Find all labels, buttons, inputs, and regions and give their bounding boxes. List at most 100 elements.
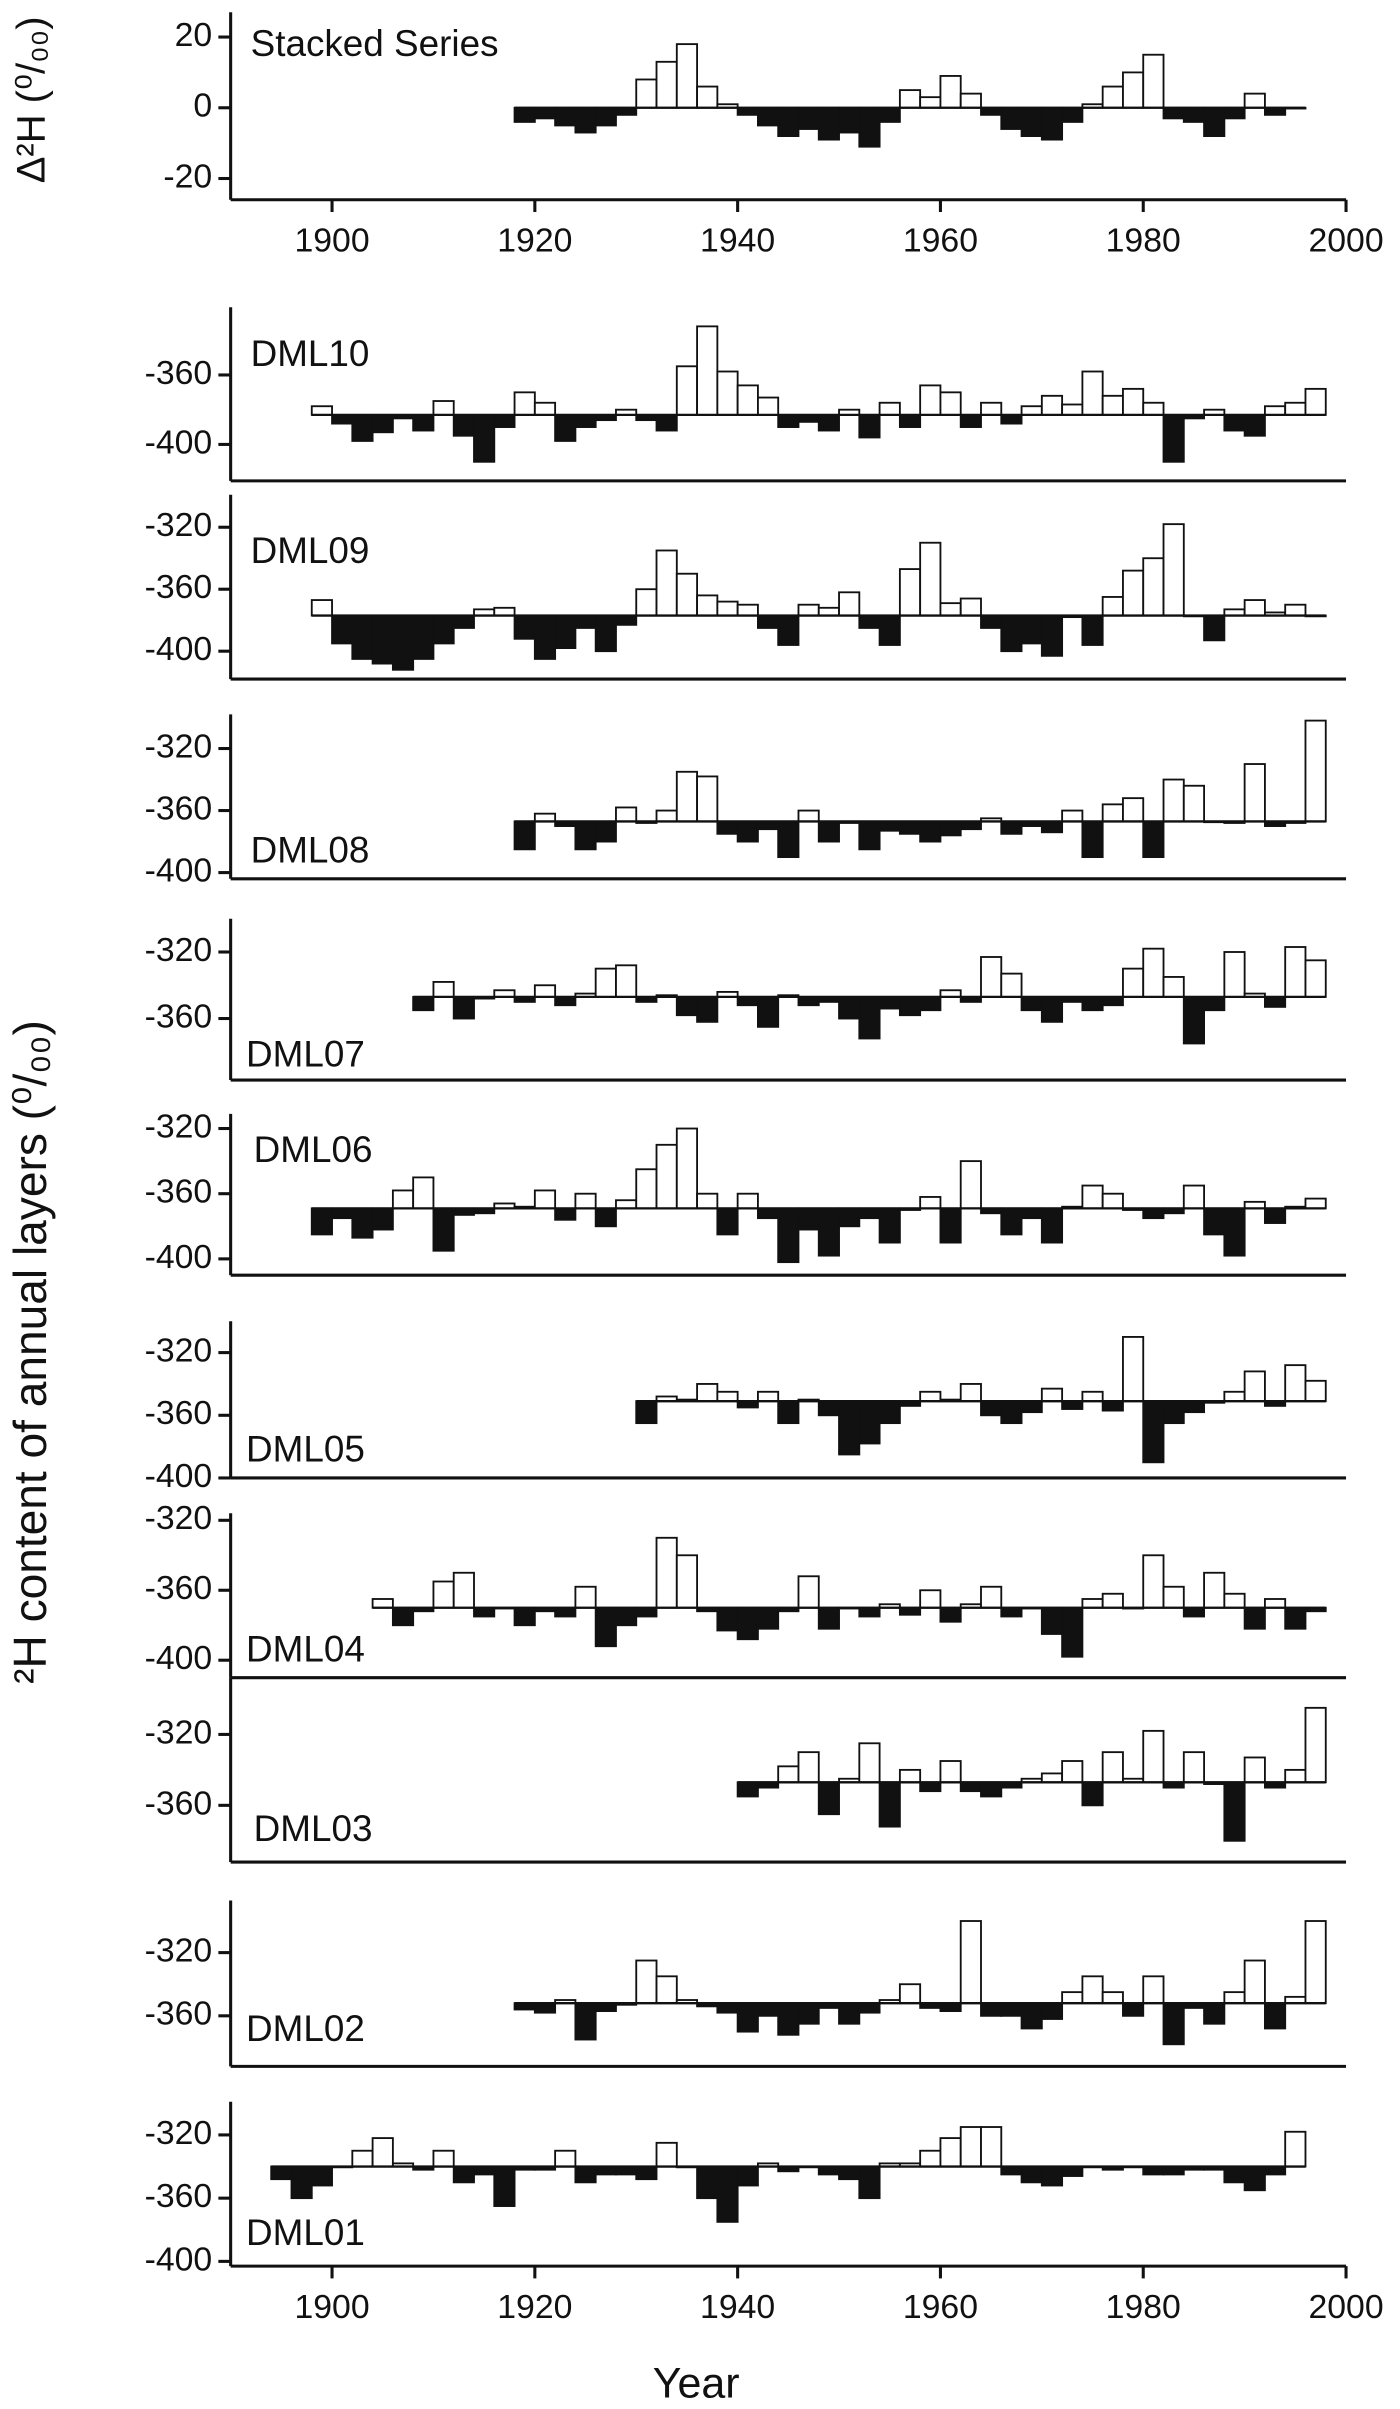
bar bbox=[878, 401, 901, 416]
bar bbox=[1122, 797, 1145, 823]
bar bbox=[1182, 1751, 1205, 1784]
bar bbox=[1081, 370, 1104, 416]
bar bbox=[675, 365, 699, 416]
bar bbox=[554, 1606, 577, 1618]
panel: -360 -400 DML10 bbox=[145, 307, 1347, 483]
bar bbox=[310, 1207, 333, 1236]
bar bbox=[1223, 1991, 1246, 2005]
bar bbox=[1284, 2130, 1307, 2168]
bar bbox=[1243, 1606, 1266, 1630]
x-tick-label: 1940 bbox=[700, 222, 775, 260]
bar bbox=[736, 384, 759, 416]
bar bbox=[554, 995, 577, 1007]
bar bbox=[898, 1983, 922, 2005]
bar bbox=[1101, 1192, 1124, 1210]
bar bbox=[716, 1606, 739, 1632]
bar bbox=[959, 413, 982, 428]
bar bbox=[797, 1575, 820, 1609]
bar bbox=[756, 2002, 780, 2017]
bar bbox=[1061, 1606, 1084, 1658]
bar bbox=[898, 995, 922, 1017]
bar bbox=[919, 1781, 942, 1793]
bar bbox=[594, 820, 617, 843]
bar bbox=[1000, 2002, 1023, 2017]
bar bbox=[797, 1751, 820, 1784]
bar bbox=[858, 995, 881, 1040]
bar bbox=[777, 1207, 800, 1264]
bar bbox=[878, 820, 901, 832]
bar bbox=[756, 106, 780, 127]
bar bbox=[1101, 394, 1124, 416]
bar bbox=[1000, 106, 1023, 130]
bar bbox=[574, 820, 597, 851]
bar bbox=[1203, 614, 1226, 642]
bar bbox=[310, 405, 333, 416]
bar bbox=[493, 413, 516, 428]
x-tick-label: 1960 bbox=[903, 2288, 978, 2326]
panel-label: DML07 bbox=[246, 1034, 365, 1075]
bar bbox=[1243, 763, 1266, 823]
x-tick-label: 1920 bbox=[497, 222, 572, 260]
bar bbox=[1020, 2165, 1043, 2184]
y-tick-label: -360 bbox=[145, 997, 213, 1035]
bar bbox=[1162, 1400, 1185, 1425]
bar bbox=[980, 1400, 1003, 1417]
bar bbox=[1040, 995, 1064, 1023]
bar bbox=[473, 2165, 496, 2176]
bar bbox=[331, 614, 354, 645]
bar bbox=[959, 1781, 982, 1793]
bar bbox=[290, 2165, 313, 2200]
bar bbox=[939, 1207, 962, 1244]
bar bbox=[412, 614, 435, 660]
bar bbox=[1223, 1207, 1246, 1257]
bar bbox=[1304, 1920, 1327, 2005]
bar bbox=[351, 1207, 374, 1239]
bar bbox=[959, 1160, 982, 1210]
y-tick-label: -360 bbox=[145, 1784, 213, 1822]
x-tick-label: 1980 bbox=[1106, 2288, 1181, 2326]
bar bbox=[858, 614, 881, 629]
bar bbox=[1020, 1207, 1043, 1220]
bar bbox=[1081, 1598, 1104, 1609]
bar bbox=[533, 106, 557, 120]
y-tick-label: -320 bbox=[145, 2114, 213, 2152]
y-tick-label: -400 bbox=[145, 1238, 213, 1276]
bar bbox=[655, 2141, 678, 2168]
bar bbox=[1020, 995, 1043, 1012]
bar bbox=[1142, 557, 1165, 617]
bar bbox=[838, 591, 861, 617]
bar bbox=[1223, 106, 1246, 120]
bar bbox=[756, 820, 780, 831]
y-tick-label: 20 bbox=[175, 16, 213, 54]
bar bbox=[898, 568, 922, 617]
bar bbox=[1142, 1400, 1165, 1464]
bar bbox=[1243, 1959, 1266, 2005]
bar bbox=[1000, 2165, 1023, 2176]
bar bbox=[756, 995, 780, 1028]
bar bbox=[919, 820, 942, 843]
bar bbox=[554, 2149, 577, 2168]
bar bbox=[1061, 1760, 1084, 1784]
bar bbox=[817, 413, 840, 432]
bar bbox=[1182, 784, 1205, 823]
bar bbox=[432, 2149, 455, 2168]
bar bbox=[594, 2002, 617, 2013]
x-tick-label: 2000 bbox=[1308, 222, 1383, 260]
bar bbox=[1304, 1706, 1327, 1784]
bar bbox=[1040, 1387, 1064, 1403]
bar bbox=[696, 2165, 719, 2200]
bar bbox=[351, 614, 374, 660]
bar bbox=[898, 413, 922, 428]
bar bbox=[878, 1781, 901, 1828]
y-tick-label: -400 bbox=[145, 852, 213, 890]
bar bbox=[675, 995, 699, 1017]
bar bbox=[696, 1192, 719, 1210]
bar bbox=[452, 995, 475, 1020]
bar bbox=[615, 2165, 638, 2176]
bar bbox=[919, 541, 942, 617]
bar bbox=[1020, 614, 1043, 645]
bar bbox=[736, 1606, 759, 1641]
bar bbox=[1081, 1781, 1104, 1807]
bar bbox=[1061, 1991, 1084, 2005]
bar bbox=[1000, 1400, 1023, 1425]
